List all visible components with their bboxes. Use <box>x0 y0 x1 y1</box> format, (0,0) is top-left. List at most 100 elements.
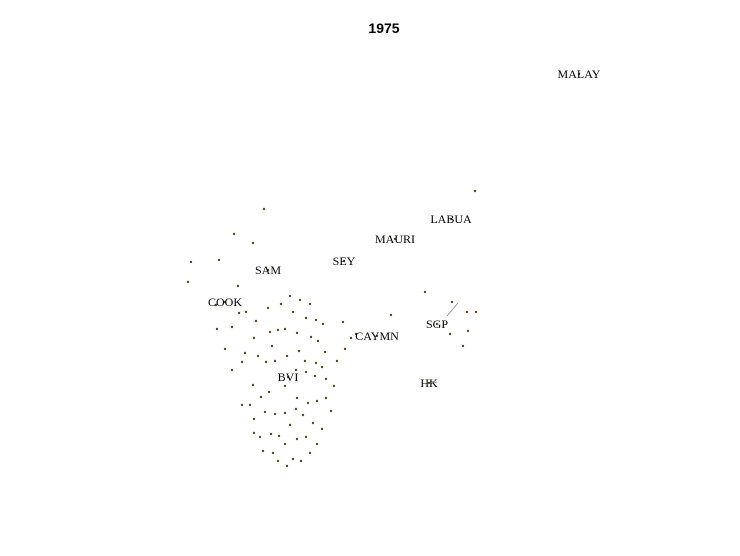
point-label-sam: SAM <box>255 263 281 277</box>
data-point <box>294 407 298 411</box>
data-point <box>448 332 452 336</box>
labeled-point-mauri <box>393 237 397 241</box>
data-point <box>324 377 328 381</box>
data-point <box>186 280 190 284</box>
data-point <box>314 361 318 365</box>
data-point <box>264 360 268 364</box>
data-point <box>268 330 272 334</box>
data-point <box>316 339 320 343</box>
data-point <box>288 294 292 298</box>
data-point <box>251 241 255 245</box>
labeled-point-cook <box>223 300 227 304</box>
point-label-cook: COOK <box>208 295 242 309</box>
data-point <box>297 349 301 353</box>
data-point <box>466 329 470 333</box>
data-point <box>304 316 308 320</box>
data-point <box>240 360 244 364</box>
data-point <box>259 395 263 399</box>
data-point <box>320 365 324 369</box>
data-point <box>291 310 295 314</box>
point-label-labua: LABUA <box>430 212 472 226</box>
data-point <box>279 302 283 306</box>
labeled-point-sey <box>342 259 346 263</box>
data-point <box>309 335 313 339</box>
data-point <box>271 451 275 455</box>
data-point <box>232 232 236 236</box>
data-point <box>252 336 256 340</box>
data-point <box>215 327 219 331</box>
data-point <box>251 383 255 387</box>
data-point <box>308 451 312 455</box>
data-point <box>230 368 234 372</box>
data-point <box>299 459 303 463</box>
data-point <box>261 449 265 453</box>
data-point <box>256 354 260 358</box>
point-label-sgp: SGP <box>426 317 448 331</box>
data-point <box>252 431 256 435</box>
data-point <box>343 347 347 351</box>
data-point <box>321 322 325 326</box>
labeled-point-sgp <box>435 322 439 326</box>
data-point <box>291 457 295 461</box>
data-point <box>252 417 256 421</box>
data-point <box>276 459 280 463</box>
data-point <box>465 310 469 314</box>
data-point <box>354 332 358 336</box>
data-point <box>276 328 280 332</box>
data-point <box>315 442 319 446</box>
data-point <box>389 313 393 317</box>
data-point <box>461 344 465 348</box>
labeled-point-sam <box>266 268 270 272</box>
data-point <box>263 410 267 414</box>
segments-layer <box>429 302 459 384</box>
data-point <box>266 306 270 310</box>
data-point <box>474 310 478 314</box>
data-point <box>223 347 227 351</box>
data-point <box>254 319 258 323</box>
data-point <box>248 403 252 407</box>
point-label-mauri: MAURI <box>375 232 415 246</box>
data-point <box>295 331 299 335</box>
data-point <box>230 325 234 329</box>
data-point <box>237 311 241 315</box>
data-point <box>349 336 353 340</box>
connector-line <box>446 302 459 317</box>
data-point <box>304 435 308 439</box>
data-point <box>332 384 336 388</box>
data-point <box>329 409 333 413</box>
labeled-point-malay <box>577 72 581 76</box>
data-point <box>283 384 287 388</box>
data-point <box>303 359 307 363</box>
data-point <box>324 396 328 400</box>
data-point <box>244 310 248 314</box>
labels-layer: MALAY LABUA MAURI SEY SAM COOK SGP CAYMN BVI HK <box>208 67 601 390</box>
data-point <box>301 413 305 417</box>
labeled-point-bvi <box>286 375 290 379</box>
data-point <box>285 354 289 358</box>
data-point <box>295 396 299 400</box>
chart-title: 1975 <box>368 20 400 36</box>
data-point <box>294 368 298 372</box>
data-point <box>308 302 312 306</box>
data-point <box>270 344 274 348</box>
data-point <box>262 207 266 211</box>
point-label-bvi: BVI <box>278 370 299 384</box>
data-point <box>314 318 318 322</box>
labeled-point-hk <box>427 381 431 385</box>
data-point <box>214 303 218 307</box>
connector-line <box>429 380 438 384</box>
data-point <box>189 260 193 264</box>
data-point <box>258 435 262 439</box>
data-point <box>283 411 287 415</box>
data-point <box>283 442 287 446</box>
data-point <box>269 432 273 436</box>
data-point <box>283 327 287 331</box>
labeled-point-caymn <box>375 334 379 338</box>
data-point <box>267 390 271 394</box>
data-point <box>335 359 339 363</box>
point-label-sey: SEY <box>333 254 356 268</box>
data-point <box>285 464 289 468</box>
data-point <box>341 320 345 324</box>
data-point <box>311 421 315 425</box>
